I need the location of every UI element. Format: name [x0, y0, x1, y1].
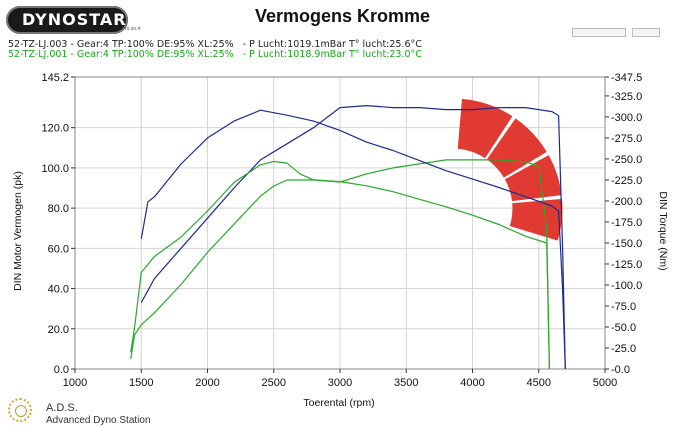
header-box-left	[572, 28, 626, 37]
logo-small-text: ru.so.rt	[125, 26, 141, 32]
y-tick-label-left: 60.0	[48, 243, 69, 255]
y-tick-label-left: 145.2	[41, 72, 69, 84]
dynostar-logo: DYNOSTAR	[6, 6, 128, 34]
y-tick-label-right: -250.0	[611, 154, 642, 166]
ads-subtitle: Advanced Dyno Station	[46, 415, 151, 426]
power-line-run1	[140, 105, 566, 370]
y-tick-label-right: -50.0	[611, 322, 636, 334]
x-tick-label: 1000	[63, 377, 87, 389]
y-ticks-right: -0.0 -25.0 -50.0 -75.0 -100.0 -125.0 -150.0 -17…	[605, 72, 642, 376]
x-tick-label: 5000	[593, 377, 617, 389]
x-ticks: 1000 1500 2000 2500 3000 3500 4000 4500 5000	[63, 369, 617, 389]
y-tick-label-right: -325.0	[611, 91, 642, 103]
y-tick-label-right: -300.0	[611, 112, 642, 124]
y-ticks-left: 0.0 20.0 40.0 60.0 80.0 100.0 120.0 145.2	[41, 72, 75, 376]
y-tick-label-right: -200.0	[611, 196, 642, 208]
y-tick-label-right: -150.0	[611, 238, 642, 250]
y-axis-label-left: DIN Motor Vermogen (pk)	[12, 171, 24, 291]
x-tick-label: 2500	[262, 377, 286, 389]
y-tick-label-right: -225.0	[611, 175, 642, 187]
torque-line-run1	[140, 109, 566, 370]
watermark-logo	[457, 98, 563, 241]
y-tick-label-right: -100.0	[611, 280, 642, 292]
y-tick-label-right: -0.0	[611, 364, 630, 376]
ads-brand: A.D.S.	[46, 402, 78, 414]
y-tick-label-right: -75.0	[611, 301, 636, 313]
x-tick-label: 2000	[195, 377, 219, 389]
y-tick-label-right: -275.0	[611, 133, 642, 145]
y-tick-label-right: -125.0	[611, 259, 642, 271]
y-tick-label-left: 120.0	[41, 123, 69, 135]
header-box-right	[632, 28, 660, 37]
y-tick-label-left: 20.0	[48, 324, 69, 336]
x-tick-label: 4500	[527, 377, 551, 389]
y-tick-label-right: -347.5	[611, 72, 642, 84]
watermark-segment	[486, 118, 547, 178]
ads-logo-icon	[8, 398, 32, 422]
logo-text: DYNOSTAR	[22, 10, 127, 29]
y-tick-label-left: 80.0	[48, 203, 69, 215]
series-lines	[130, 105, 566, 370]
run-label-1: 52-TZ-LJ.003 - Gear:4 TP:100% DE:95% XL:…	[8, 39, 422, 50]
x-tick-label: 3500	[394, 377, 418, 389]
x-tick-label: 3000	[328, 377, 352, 389]
y-tick-label-left: 100.0	[41, 163, 69, 175]
watermark-segment	[457, 98, 513, 159]
torque-line-run2	[130, 160, 550, 370]
x-tick-label: 1500	[129, 377, 153, 389]
chart-title: Vermogens Kromme	[254, 6, 431, 26]
x-tick-label: 4000	[460, 377, 484, 389]
watermark-segment	[504, 155, 562, 202]
y-tick-label-right: -25.0	[611, 343, 636, 355]
y-tick-label-left: 0.0	[54, 364, 69, 376]
watermark-segment	[509, 198, 563, 241]
y-tick-label-right: -175.0	[611, 217, 642, 229]
run-label-2: 52-TZ-LJ.001 - Gear:4 TP:100% DE:95% XL:…	[8, 49, 422, 60]
x-axis-label: Toerental (rpm)	[303, 397, 375, 409]
y-tick-label-left: 40.0	[48, 284, 69, 296]
y-axis-label-right: DIN Torque (Nm)	[657, 191, 669, 271]
